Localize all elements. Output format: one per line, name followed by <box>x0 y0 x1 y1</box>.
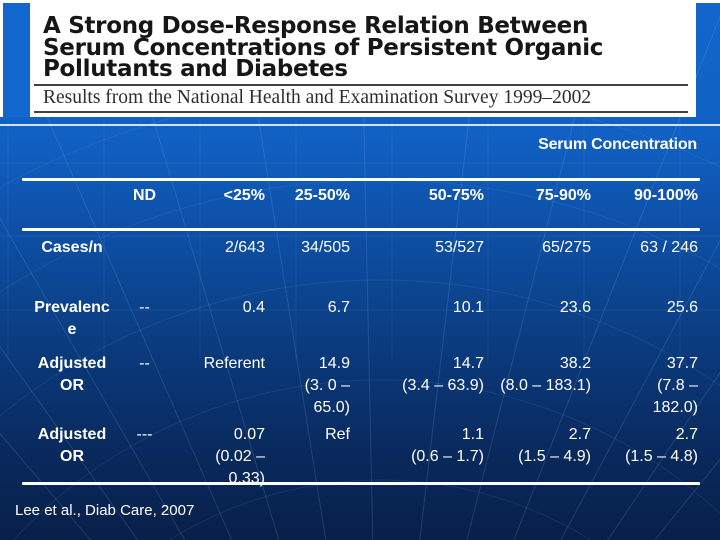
column-header-row: ND <25% 25-50% 50-75% 75-90% 90-100% <box>22 181 700 228</box>
slide-subtitle: Results from the National Health and Exa… <box>34 83 688 113</box>
data-cell: -- <box>139 355 150 372</box>
data-cell: 37.7 (7.8 – 182.0) <box>652 355 698 416</box>
row-label: Adjusted OR <box>37 426 107 465</box>
data-cell: 2.7 (1.5 – 4.9) <box>518 426 591 465</box>
data-cell: 1.1 (0.6 – 1.7) <box>411 426 484 465</box>
row-label: Adjusted OR <box>37 355 107 394</box>
data-cell: Ref <box>325 426 350 443</box>
data-cell: 10.1 <box>452 299 484 316</box>
data-cell <box>122 237 167 290</box>
column-header: 75-90% <box>535 187 591 204</box>
header-accent-stripe <box>3 3 30 117</box>
data-cell: 65/275 <box>542 239 591 256</box>
data-cell: --- <box>136 426 153 443</box>
table-rule <box>22 482 700 485</box>
table-rule <box>22 178 700 181</box>
data-cell: 53/527 <box>435 239 484 256</box>
data-cell: 63 / 246 <box>640 239 698 256</box>
data-cell: 0.07 (0.02 – 0.33) <box>215 426 265 487</box>
header-underline <box>0 124 720 126</box>
table-row: Adjusted OR --- 0.07 (0.02 – 0.33) Ref 1… <box>22 419 700 487</box>
data-cell: 6.7 <box>327 299 350 316</box>
data-cell: 0.4 <box>242 299 265 316</box>
slide-title: A Strong Dose-Response Relation Between … <box>43 13 604 82</box>
data-cell: 23.6 <box>559 299 591 316</box>
data-cell: 14.9 (3. 0 – 65.0) <box>304 355 350 416</box>
column-header: <25% <box>223 187 265 204</box>
serum-concentration-label: Serum Concentration <box>538 136 697 153</box>
table-row: Adjusted OR -- Referent 14.9 (3. 0 – 65.… <box>22 346 700 419</box>
data-cell: Referent <box>203 355 265 372</box>
column-header <box>22 185 122 228</box>
table-row: Prevalenc e -- 0.4 6.7 10.1 23.6 25.6 <box>22 290 700 346</box>
column-header: 25-50% <box>294 187 350 204</box>
column-header: 90-100% <box>633 187 698 204</box>
data-cell: 38.2 (8.0 – 183.1) <box>500 355 591 394</box>
data-cell: 25.6 <box>666 299 698 316</box>
left-edge-strip <box>0 0 3 117</box>
data-cell: 14.7 (3.4 – 63.9) <box>402 355 484 394</box>
data-cell: 2.7 (1.5 – 4.8) <box>625 426 698 465</box>
top-edge-strip <box>0 0 720 3</box>
citation: Lee et al., Diab Care, 2007 <box>15 502 195 519</box>
column-header: 50-75% <box>428 187 484 204</box>
table-row: Cases/n 2/643 34/505 53/527 65/275 63 / … <box>22 231 700 290</box>
table-rule <box>22 228 700 231</box>
row-label: Cases/n <box>41 239 103 256</box>
data-cell: 34/505 <box>301 239 350 256</box>
data-cell: 2/643 <box>224 239 265 256</box>
data-table: Serum Concentration ND <25% 25-50% 50-75… <box>22 129 700 487</box>
row-label: Prevalenc e <box>34 299 110 338</box>
column-header: ND <box>132 187 157 204</box>
data-cell: -- <box>139 299 150 316</box>
header-box: A Strong Dose-Response Relation Between … <box>30 3 696 117</box>
